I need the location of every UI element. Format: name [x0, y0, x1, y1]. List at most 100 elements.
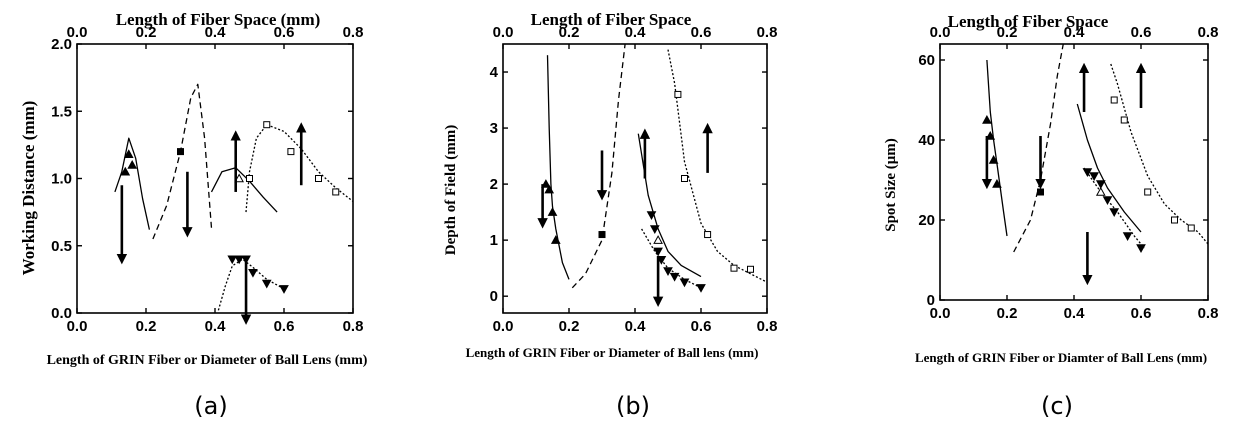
- chart-b: 0.0 0.0 0.2 0.2 0.4 0.4 0.6 0.6 0.8 0.8 0 1 2 3 4: [490, 24, 778, 335]
- chart-b-marker-triangle-down: [669, 272, 680, 282]
- chart-c-marker-square-open: [1144, 188, 1152, 196]
- chart-c: 0.0 0.0 0.2 0.2 0.4 0.4 0.6 0.6 0.8 0.8 0 20 40 60: [918, 24, 1218, 322]
- chart-b-marker-triangle-up: [550, 235, 561, 244]
- chart-a-series-3-line: [245, 124, 353, 213]
- chart-a-marker-square-open: [263, 121, 271, 129]
- chart-a-marker-square-open: [246, 175, 253, 182]
- chart-a-series-0-line: [114, 137, 151, 230]
- chart-a-data: [114, 83, 353, 311]
- chart-a: 0.00.00.20.20.40.40.60.60.80.80.00.51.01…: [51, 24, 363, 335]
- panel-c-bottom-label: Length of GRIN Fiber or Diamter of Ball …: [915, 350, 1207, 365]
- chart-c-xtick-label: 0.6: [1131, 305, 1152, 322]
- chart-a-top-xtick-label: 0.2: [136, 24, 157, 41]
- chart-a-marker-triangle-down: [248, 268, 258, 278]
- chart-c-marker-triangle-down: [1089, 172, 1099, 182]
- panel-a-left-label: Working Distance (mm): [19, 101, 38, 276]
- plots-layer: 0.00.00.20.20.40.40.60.60.80.80.00.51.01…: [51, 24, 1218, 335]
- chart-a-xtick-label: 0.6: [274, 318, 295, 335]
- chart-c-marker-triangle-down: [1095, 180, 1106, 190]
- chart-b-marker-square-open: [747, 265, 754, 273]
- panel-a-top-label: Length of Fiber Space (mm): [116, 10, 321, 29]
- chart-a-top-xtick-label: 0.8: [343, 24, 364, 41]
- chart-b-ytick-label: 4: [490, 64, 499, 81]
- chart-c-marker-triangle-down: [1109, 208, 1120, 218]
- chart-b-ytick-label: 3: [490, 120, 498, 137]
- chart-a-top-xtick-label: 0.6: [274, 24, 295, 41]
- chart-c-top-xtick-label: 0.4: [1064, 24, 1086, 41]
- panel-b-bottom-label: Length of GRIN Fiber or Diameter of Ball…: [466, 345, 759, 360]
- chart-a-marker-triangle-up: [120, 166, 131, 176]
- chart-a-top-xtick-label: 0.0: [67, 24, 88, 41]
- chart-a-frame: [76, 43, 354, 314]
- chart-a-marker-square-open: [287, 148, 295, 156]
- chart-b-marker-triangle-up-open: [653, 235, 663, 244]
- chart-b-marker-triangle-down: [649, 225, 660, 234]
- chart-a-marker-square-filled: [177, 148, 184, 156]
- chart-a-marker-triangle-down: [279, 285, 289, 294]
- chart-b-marker-square-open: [681, 175, 688, 182]
- panel-a-bottom-label: Length of GRIN Fiber or Diameter of Ball…: [47, 353, 368, 368]
- chart-c-top-xtick-label: 0.6: [1131, 24, 1152, 41]
- chart-b-xtick-label: 0.2: [559, 318, 580, 335]
- chart-b-marker-triangle-up: [547, 207, 558, 216]
- chart-b-marker-square-open: [730, 264, 738, 272]
- chart-c-marker-square-open: [1120, 116, 1128, 124]
- chart-b-xtick-label: 0.6: [691, 318, 712, 335]
- chart-a-ytick-label: 0.5: [51, 238, 72, 255]
- chart-b-data: [541, 44, 767, 293]
- chart-a-top-xtick-label: 0.4: [205, 24, 227, 41]
- chart-c-xtick-label: 0.8: [1198, 305, 1219, 322]
- chart-b-top-xtick-label: 0.4: [625, 24, 647, 41]
- chart-c-series-2-line: [1076, 103, 1142, 233]
- chart-c-marker-triangle-down: [1136, 244, 1146, 254]
- chart-a-ytick-label: 0.0: [51, 305, 72, 322]
- panel-c-left-label: Spot Size (μm): [883, 138, 899, 232]
- chart-a-xtick-label: 0.4: [205, 318, 227, 335]
- chart-a-marker-triangle-up: [123, 149, 134, 158]
- chart-c-marker-square-open: [1171, 216, 1178, 224]
- panel-a-caption: (a): [194, 392, 227, 420]
- chart-b-marker-triangle-down: [679, 278, 690, 288]
- chart-c-top-xtick-label: 0.2: [997, 24, 1018, 41]
- panel-b-caption: (b): [616, 392, 650, 420]
- chart-b-top-xtick-label: 0.6: [691, 24, 712, 41]
- chart-b-marker-square-filled: [598, 231, 606, 239]
- chart-a-marker-triangle-down: [227, 255, 238, 265]
- chart-a-ytick-label: 2.0: [51, 36, 72, 53]
- chart-c-ytick-label: 60: [918, 52, 935, 69]
- chart-b-marker-triangle-up: [541, 179, 551, 188]
- chart-b-top-xtick-label: 0.0: [493, 24, 514, 41]
- chart-a-xtick-label: 0.0: [67, 318, 88, 335]
- chart-b-top-xtick-label: 0.2: [559, 24, 580, 41]
- chart-b-series-3-line: [641, 228, 702, 289]
- chart-c-xtick-label: 0.0: [930, 305, 951, 322]
- chart-a-series-4-line: [217, 258, 285, 311]
- chart-b-ytick-label: 2: [490, 176, 498, 193]
- chart-b-series-2-line: [637, 133, 702, 278]
- chart-c-top-xtick-label: 0.8: [1198, 24, 1219, 41]
- chart-c-series-3-line: [1083, 167, 1145, 249]
- chart-b-marker-triangle-down: [696, 284, 706, 293]
- chart-c-ytick-label: 40: [918, 132, 935, 149]
- chart-a-xtick-label: 0.2: [136, 318, 157, 335]
- chart-a-xtick-label: 0.8: [343, 318, 364, 335]
- chart-b-marker-triangle-down: [653, 247, 663, 257]
- chart-b-marker-triangle-down: [646, 211, 657, 220]
- chart-a-marker-square-open: [315, 175, 322, 182]
- panel-b-left-label: Depth of Field (mm): [443, 125, 459, 255]
- chart-b-marker-triangle-down: [656, 256, 667, 265]
- panel-c-caption: (c): [1041, 392, 1073, 420]
- chart-a-marker-triangle-down: [234, 255, 244, 265]
- chart-c-marker-triangle-up: [985, 130, 996, 140]
- chart-c-xtick-label: 0.4: [1064, 305, 1086, 322]
- chart-b-marker-triangle-down: [663, 267, 673, 276]
- chart-c-marker-triangle-up: [982, 114, 992, 124]
- chart-c-series-4-line: [1110, 63, 1208, 245]
- chart-a-ytick-label: 1.5: [51, 103, 72, 120]
- chart-b-ytick-label: 0: [490, 288, 498, 305]
- chart-b-marker-square-open: [674, 90, 682, 98]
- chart-b-series-1-line: [571, 44, 626, 289]
- chart-a-series-1-line: [152, 83, 213, 240]
- chart-b-top-xtick-label: 0.8: [757, 24, 778, 41]
